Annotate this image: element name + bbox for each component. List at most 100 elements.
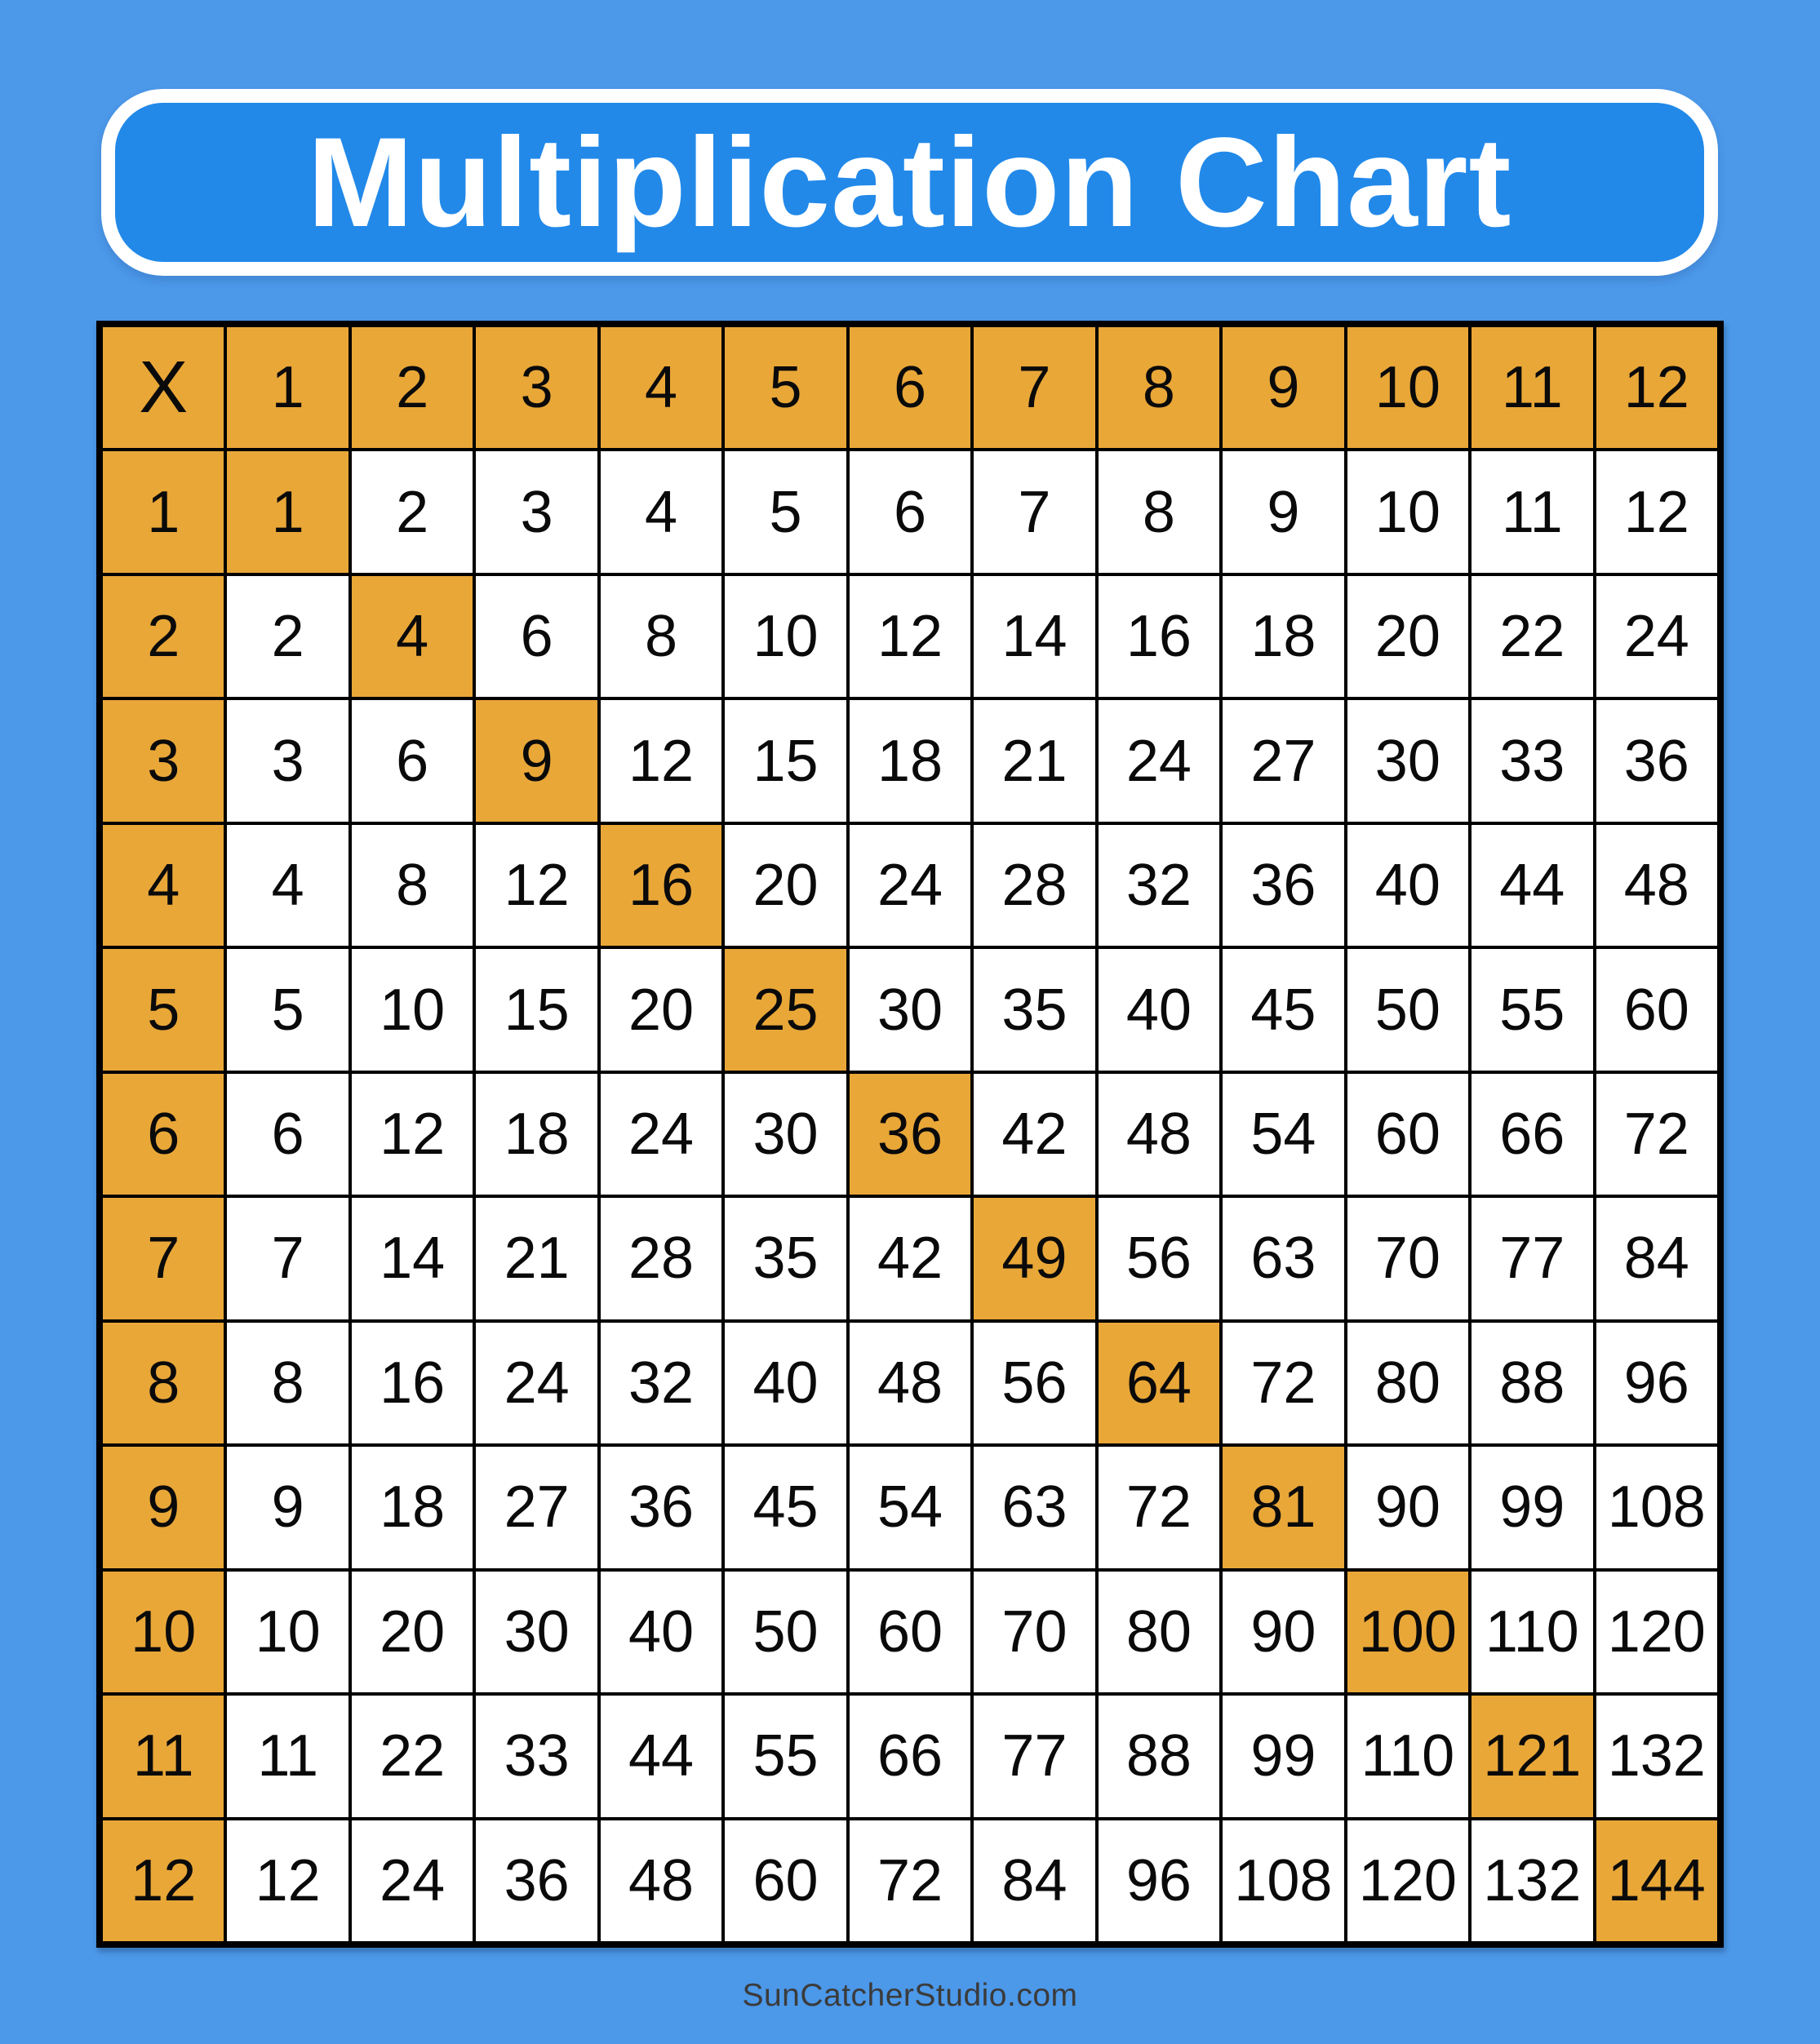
product-cell: 120 xyxy=(1347,1820,1469,1941)
product-cell: 40 xyxy=(725,1322,846,1444)
product-cell: 66 xyxy=(849,1696,971,1817)
product-cell: 25 xyxy=(725,949,846,1071)
product-cell: 110 xyxy=(1347,1696,1469,1817)
title-banner: Multiplication Chart xyxy=(101,89,1718,276)
product-cell: 84 xyxy=(974,1820,1095,1941)
row-header-cell: 10 xyxy=(103,1571,224,1693)
product-cell: 44 xyxy=(1472,824,1593,947)
product-cell: 121 xyxy=(1472,1696,1593,1817)
product-cell: 15 xyxy=(725,700,846,822)
product-cell: 28 xyxy=(974,824,1095,947)
product-cell: 48 xyxy=(1596,824,1717,947)
product-cell: 32 xyxy=(1098,824,1220,947)
row-header-cell: 2 xyxy=(103,575,224,698)
product-cell: 9 xyxy=(227,1447,348,1568)
product-cell: 6 xyxy=(476,575,597,698)
row-header-cell: 9 xyxy=(103,1447,224,1568)
product-cell: 14 xyxy=(351,1198,473,1319)
product-cell: 14 xyxy=(974,575,1095,698)
product-cell: 35 xyxy=(725,1198,846,1319)
product-cell: 24 xyxy=(849,824,971,947)
product-cell: 36 xyxy=(600,1447,722,1568)
product-cell: 5 xyxy=(227,949,348,1071)
product-cell: 132 xyxy=(1596,1696,1717,1817)
product-cell: 3 xyxy=(227,700,348,822)
product-cell: 81 xyxy=(1223,1447,1344,1568)
footer-credit: SunCatcherStudio.com xyxy=(742,1978,1078,2013)
product-cell: 27 xyxy=(476,1447,597,1568)
product-cell: 24 xyxy=(1098,700,1220,822)
product-cell: 40 xyxy=(600,1571,722,1693)
column-header-cell: 3 xyxy=(476,327,597,449)
product-cell: 3 xyxy=(476,451,597,573)
product-cell: 36 xyxy=(476,1820,597,1941)
product-cell: 6 xyxy=(351,700,473,822)
product-cell: 88 xyxy=(1098,1696,1220,1817)
product-cell: 22 xyxy=(351,1696,473,1817)
row-header-cell: 6 xyxy=(103,1073,224,1195)
page-title: Multiplication Chart xyxy=(307,111,1512,254)
product-cell: 55 xyxy=(725,1696,846,1817)
multiplication-table: X 1 2 3 4 5 6 7 8 9 10 11 12 1 1 2 3 4 5 6 7 8 9 10 11 12 2 2 4 6 8 10 1… xyxy=(96,321,1724,1948)
product-cell: 99 xyxy=(1472,1447,1593,1568)
product-cell: 56 xyxy=(1098,1198,1220,1319)
product-cell: 4 xyxy=(600,451,722,573)
product-cell: 18 xyxy=(849,700,971,822)
product-cell: 55 xyxy=(1472,949,1593,1071)
product-cell: 72 xyxy=(1223,1322,1344,1444)
product-cell: 35 xyxy=(974,949,1095,1071)
product-cell: 27 xyxy=(1223,700,1344,822)
product-cell: 45 xyxy=(1223,949,1344,1071)
product-cell: 6 xyxy=(849,451,971,573)
product-cell: 100 xyxy=(1347,1571,1469,1693)
product-cell: 12 xyxy=(227,1820,348,1941)
product-cell: 42 xyxy=(974,1073,1095,1195)
product-cell: 2 xyxy=(351,451,473,573)
column-header-cell: 6 xyxy=(849,327,971,449)
product-cell: 28 xyxy=(600,1198,722,1319)
product-cell: 77 xyxy=(1472,1198,1593,1319)
product-cell: 48 xyxy=(849,1322,971,1444)
product-cell: 56 xyxy=(974,1322,1095,1444)
product-cell: 24 xyxy=(351,1820,473,1941)
column-header-cell: 9 xyxy=(1223,327,1344,449)
column-header-cell: 5 xyxy=(725,327,846,449)
product-cell: 9 xyxy=(1223,451,1344,573)
product-cell: 10 xyxy=(227,1571,348,1693)
product-cell: 63 xyxy=(1223,1198,1344,1319)
product-cell: 22 xyxy=(1472,575,1593,698)
product-cell: 50 xyxy=(725,1571,846,1693)
product-cell: 40 xyxy=(1098,949,1220,1071)
product-cell: 60 xyxy=(725,1820,846,1941)
product-cell: 20 xyxy=(725,824,846,947)
product-cell: 4 xyxy=(227,824,348,947)
product-cell: 10 xyxy=(1347,451,1469,573)
product-cell: 12 xyxy=(1596,451,1717,573)
product-cell: 48 xyxy=(600,1820,722,1941)
product-cell: 90 xyxy=(1347,1447,1469,1568)
product-cell: 50 xyxy=(1347,949,1469,1071)
product-cell: 70 xyxy=(974,1571,1095,1693)
product-cell: 8 xyxy=(227,1322,348,1444)
product-cell: 99 xyxy=(1223,1696,1344,1817)
product-cell: 32 xyxy=(600,1322,722,1444)
product-cell: 54 xyxy=(1223,1073,1344,1195)
column-header-cell: 2 xyxy=(351,327,473,449)
product-cell: 40 xyxy=(1347,824,1469,947)
product-cell: 33 xyxy=(1472,700,1593,822)
product-cell: 7 xyxy=(227,1198,348,1319)
product-cell: 30 xyxy=(1347,700,1469,822)
product-cell: 45 xyxy=(725,1447,846,1568)
product-cell: 77 xyxy=(974,1696,1095,1817)
product-cell: 30 xyxy=(725,1073,846,1195)
product-cell: 20 xyxy=(600,949,722,1071)
product-cell: 72 xyxy=(849,1820,971,1941)
product-cell: 44 xyxy=(600,1696,722,1817)
product-cell: 64 xyxy=(1098,1322,1220,1444)
product-cell: 7 xyxy=(974,451,1095,573)
product-cell: 60 xyxy=(849,1571,971,1693)
column-header-cell: 4 xyxy=(600,327,722,449)
product-cell: 12 xyxy=(351,1073,473,1195)
product-cell: 36 xyxy=(1223,824,1344,947)
product-cell: 70 xyxy=(1347,1198,1469,1319)
